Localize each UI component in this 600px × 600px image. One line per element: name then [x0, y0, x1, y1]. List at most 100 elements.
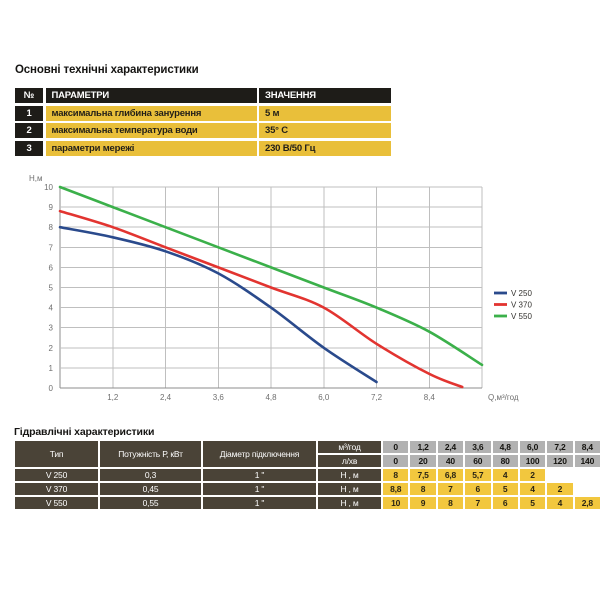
hydr-head-value: 8,8: [383, 483, 409, 495]
hydr-flow-value-lmin: 140: [574, 455, 600, 467]
hydr-row-power: 0,55: [100, 497, 201, 509]
hydr-head-value: 7: [465, 497, 491, 509]
tech-header-num: №: [15, 88, 43, 103]
hydraulic-table-title: Гідравлічні характеристики: [14, 426, 155, 438]
hydr-flow-value-m3: 4,8: [492, 441, 518, 453]
hydr-flow-unit-2: л/хв: [318, 455, 381, 467]
y-tick-label: 8: [49, 223, 54, 232]
hydr-row-type: V 250: [15, 469, 98, 481]
tech-table-title: Основні технічні характеристики: [15, 64, 199, 76]
y-tick-label: 1: [49, 364, 54, 373]
hydr-head-value: 2: [519, 469, 546, 481]
hydr-col-header: Потужність Р, кВт: [100, 441, 201, 467]
hydr-head-value: 8: [437, 497, 464, 509]
hydr-flow-value-m3: 6,0: [519, 441, 546, 453]
hydr-flow-value-m3: 1,2: [410, 441, 436, 453]
tech-row-parameter: максимальна глибина занурення: [45, 105, 257, 121]
tech-table: № ПАРАМЕТРИ ЗНАЧЕННЯ 1 максимальна глибина з…: [15, 88, 391, 156]
hydr-row-unit: Н , м: [318, 469, 381, 481]
series-line-v550: [58, 185, 484, 367]
x-tick-label: 2,4: [160, 393, 172, 402]
hydraulic-table: Тип Потужність Р, кВт Діаметр підключення м…: [15, 441, 600, 509]
hydr-head-value: 10: [383, 497, 409, 509]
hydr-flow-value-lmin: 0: [383, 455, 409, 467]
hydr-flow-value-lmin: 80: [492, 455, 518, 467]
legend-label: V 250: [511, 289, 532, 298]
y-tick-label: 6: [49, 263, 54, 272]
hydr-head-value: 6,8: [437, 469, 464, 481]
tech-header-value: ЗНАЧЕННЯ: [259, 88, 391, 103]
y-tick-label: 9: [49, 203, 54, 212]
tech-header-param: ПАРАМЕТРИ: [45, 88, 257, 103]
hydr-col-header: Тип: [15, 441, 98, 467]
tech-row-number: 1: [15, 105, 43, 121]
hydr-head-value: 8: [383, 469, 409, 481]
hydr-row-type: V 550: [15, 497, 98, 509]
hydr-head-value: 6: [492, 497, 518, 509]
hydr-flow-value-m3: 0: [383, 441, 409, 453]
hydr-head-value: 2: [547, 483, 573, 495]
y-tick-label: 5: [49, 284, 54, 293]
hydr-row-unit: Н , м: [318, 497, 381, 509]
tech-row-parameter: максимальна температура води: [45, 123, 257, 138]
hydr-head-value: 6: [465, 483, 491, 495]
hydr-col-header: Діаметр підключення: [203, 441, 316, 467]
series-line-v370: [58, 209, 464, 389]
legend-label: V 550: [511, 312, 532, 321]
hydr-row-diameter: 1 ": [203, 497, 316, 509]
hydr-flow-value-m3: 3,6: [465, 441, 491, 453]
series-line-v250: [58, 225, 378, 384]
y-tick-label: 3: [49, 324, 54, 333]
x-tick-label: 7,2: [371, 393, 383, 402]
hydr-flow-value-lmin: 60: [465, 455, 491, 467]
y-tick-label: 4: [49, 304, 54, 313]
hydr-row-power: 0,45: [100, 483, 201, 495]
tech-row-value: 5 м: [259, 105, 391, 121]
y-tick-label: 7: [49, 243, 54, 252]
hydr-flow-value-lmin: 120: [547, 455, 573, 467]
hydr-head-value: 9: [410, 497, 436, 509]
hydr-row-type: V 370: [15, 483, 98, 495]
y-tick-label: 10: [44, 183, 53, 192]
hydr-row-unit: Н , м: [318, 483, 381, 495]
hydr-row-diameter: 1 ": [203, 469, 316, 481]
pump-performance-chart: 0 1 2 3 4 5 6 7 8 9 10 1,2 2,4 3,6 4,8 6,0 7,2 8,4 H,м Q,м³…: [29, 174, 532, 402]
y-tick-label: 0: [49, 384, 54, 393]
hydr-flow-value-m3: 8,4: [574, 441, 600, 453]
hydr-flow-value-lmin: 40: [437, 455, 464, 467]
hydr-head-value: 4: [492, 469, 518, 481]
hydr-flow-value-m3: 7,2: [547, 441, 573, 453]
hydr-head-value: 7: [437, 483, 464, 495]
x-tick-label: 8,4: [424, 393, 436, 402]
hydr-head-value: 2,8: [574, 497, 600, 509]
legend-label: V 370: [511, 301, 532, 310]
hydr-flow-value-m3: 2,4: [437, 441, 464, 453]
hydr-head-value: 7,5: [410, 469, 436, 481]
hydr-flow-value-lmin: 100: [519, 455, 546, 467]
tech-row-number: 2: [15, 123, 43, 138]
hydr-row-power: 0,3: [100, 469, 201, 481]
hydr-head-value: [575, 483, 600, 495]
x-axis-title: Q,м³/год: [488, 393, 519, 402]
hydr-head-value: 4: [547, 497, 573, 509]
tech-row-value: 230 В/50 Гц: [259, 140, 391, 156]
x-tick-label: 6,0: [318, 393, 330, 402]
tech-row-value: 35° C: [259, 123, 391, 138]
x-tick-label: 1,2: [107, 393, 119, 402]
x-tick-label: 4,8: [265, 393, 277, 402]
hydr-row-diameter: 1 ": [203, 483, 316, 495]
tech-row-parameter: параметри мережі: [45, 140, 257, 156]
hydr-head-value: [547, 469, 572, 481]
x-tick-label: 3,6: [213, 393, 225, 402]
hydr-head-value: 8: [410, 483, 436, 495]
hydr-head-value: 5: [519, 497, 546, 509]
hydr-head-value: [575, 469, 600, 481]
hydr-flow-value-lmin: 20: [410, 455, 436, 467]
hydr-head-value: 5: [492, 483, 518, 495]
tech-row-number: 3: [15, 140, 43, 156]
hydr-head-value: 4: [519, 483, 546, 495]
y-tick-label: 2: [49, 344, 54, 353]
hydr-flow-unit-1: м³/год: [318, 441, 381, 453]
y-axis-title: H,м: [29, 174, 43, 183]
hydr-head-value: 5,7: [465, 469, 491, 481]
